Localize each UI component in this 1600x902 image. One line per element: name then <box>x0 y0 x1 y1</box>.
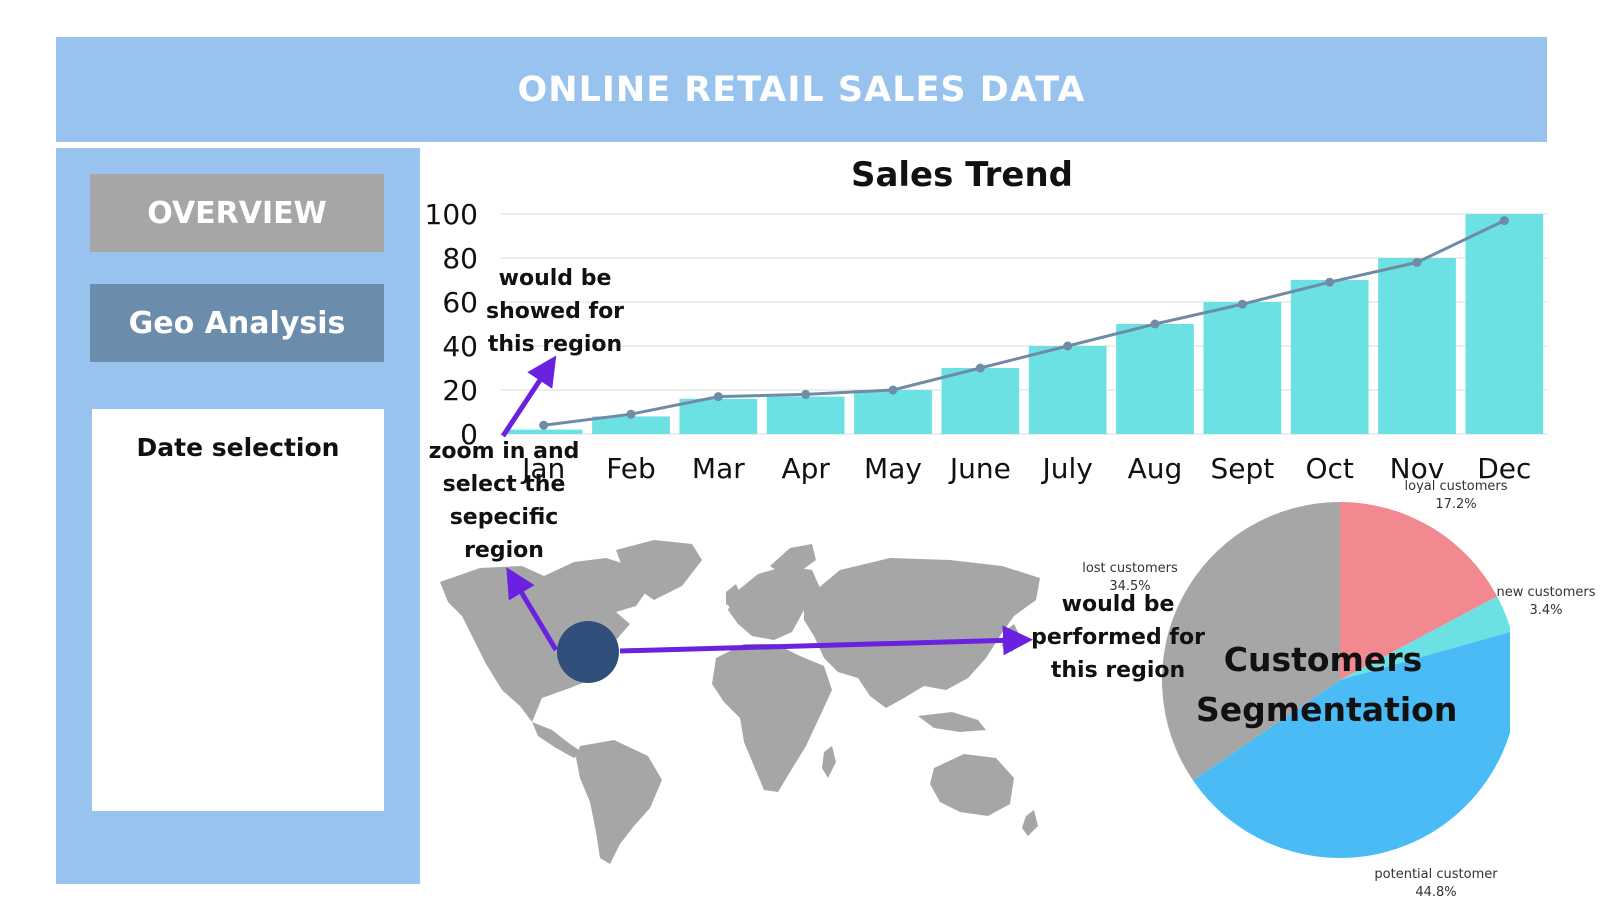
bar-jan <box>504 429 583 434</box>
date-selection-panel[interactable]: Date selection <box>92 409 384 811</box>
y-tick-label: 20 <box>442 374 478 407</box>
sidebar: OVERVIEW Geo Analysis Date selection <box>56 148 420 884</box>
x-tick-label: Aug <box>1128 452 1183 485</box>
africa-shape <box>712 644 832 792</box>
sales-region-note: would be showed for this region <box>485 266 625 357</box>
y-tick-label: 60 <box>442 286 478 319</box>
trend-point <box>1499 216 1509 226</box>
pie-chart-title: Customers Segmentation <box>1196 640 1458 729</box>
x-tick-label: Feb <box>606 452 656 485</box>
north-america-shape <box>440 558 650 722</box>
pie-label-percent: 34.5% <box>1109 579 1151 594</box>
world-map-land <box>440 540 1040 864</box>
y-tick-label: 100 <box>425 198 478 231</box>
page-title: ONLINE RETAIL SALES DATA <box>517 69 1086 110</box>
bar-may <box>854 390 932 434</box>
pie-slice-loyal-customers <box>1340 502 1498 680</box>
new-zealand-shape <box>1022 810 1038 836</box>
x-tick-label: Apr <box>781 452 830 485</box>
trend-point <box>1150 319 1160 329</box>
madagascar-shape <box>822 746 836 778</box>
trend-point <box>1412 257 1422 267</box>
pie-slice-lost-customers <box>1162 502 1340 781</box>
bar-sept <box>1203 302 1282 434</box>
x-tick-label: June <box>948 452 1011 485</box>
geo-analysis-button[interactable]: Geo Analysis <box>90 284 384 362</box>
europe-shape <box>728 566 820 640</box>
pie-label-lost: lost customers 34.5% <box>1060 560 1200 596</box>
bar-june <box>941 368 1020 434</box>
x-tick-label: July <box>1040 452 1092 485</box>
pie-label-potential: potential customer 44.8% <box>1356 866 1516 902</box>
trend-point <box>888 385 898 395</box>
trend-point <box>713 392 723 402</box>
trend-point <box>626 409 636 419</box>
australia-shape <box>930 754 1014 816</box>
y-tick-label: 0 <box>460 418 478 451</box>
chart-title: Sales Trend <box>851 155 1073 195</box>
bar-july <box>1028 346 1107 434</box>
x-tick-label: Oct <box>1305 452 1353 485</box>
trend-line <box>543 219 1505 427</box>
trend-point <box>975 363 985 373</box>
bar-feb <box>592 416 670 434</box>
y-tick-label: 80 <box>442 242 478 275</box>
world-map[interactable] <box>440 540 1060 870</box>
pie-label-name: loyal customers <box>1404 479 1508 494</box>
y-tick-label: 40 <box>442 330 478 363</box>
trend-point <box>539 420 549 430</box>
uk-shape <box>726 584 742 610</box>
pie-label-percent: 44.8% <box>1415 885 1457 900</box>
trend-point <box>1063 341 1073 351</box>
pie-label-loyal: loyal customers 17.2% <box>1386 478 1526 514</box>
zoom-region-note: zoom in and select the sepecific region <box>428 439 580 563</box>
indonesia-shape <box>918 712 986 732</box>
pie-label-percent: 17.2% <box>1435 497 1477 512</box>
pie-slice-potential-customer <box>1192 632 1510 858</box>
trend-point <box>1325 277 1335 287</box>
south-america-shape <box>576 740 662 864</box>
pie-label-name: new customers <box>1496 585 1596 600</box>
bar-nov <box>1378 258 1456 434</box>
bar-mar <box>679 398 758 434</box>
header-bar: ONLINE RETAIL SALES DATA <box>56 37 1547 142</box>
bar-aug <box>1116 324 1194 434</box>
date-selection-title: Date selection <box>136 433 340 462</box>
x-tick-label: Dec <box>1477 452 1531 485</box>
pie-label-name: potential customer <box>1374 867 1498 882</box>
trend-point <box>801 389 811 399</box>
greenland-shape <box>616 540 702 600</box>
bar-oct <box>1290 280 1369 434</box>
pie-label-percent: 3.4% <box>1529 603 1563 618</box>
overview-button[interactable]: OVERVIEW <box>90 174 384 252</box>
bar-apr <box>766 396 845 434</box>
x-tick-label: Nov <box>1390 452 1445 485</box>
segmentation-region-note: would be performed for this region <box>1031 592 1205 683</box>
pie-label-new: new customers 3.4% <box>1492 584 1600 620</box>
pie-slice-new-customers <box>1340 596 1510 680</box>
x-tick-label: Jan <box>520 452 565 485</box>
asia-shape <box>804 558 1040 708</box>
central-america-shape <box>532 722 582 758</box>
x-tick-label: Mar <box>692 452 745 485</box>
trend-point <box>1237 299 1247 309</box>
pie-label-name: lost customers <box>1082 561 1178 576</box>
scandinavia-shape <box>770 544 816 574</box>
bar-dec <box>1465 214 1544 434</box>
x-tick-label: May <box>864 452 922 485</box>
x-tick-label: Sept <box>1210 452 1274 485</box>
customer-segmentation-pie <box>1162 502 1510 858</box>
